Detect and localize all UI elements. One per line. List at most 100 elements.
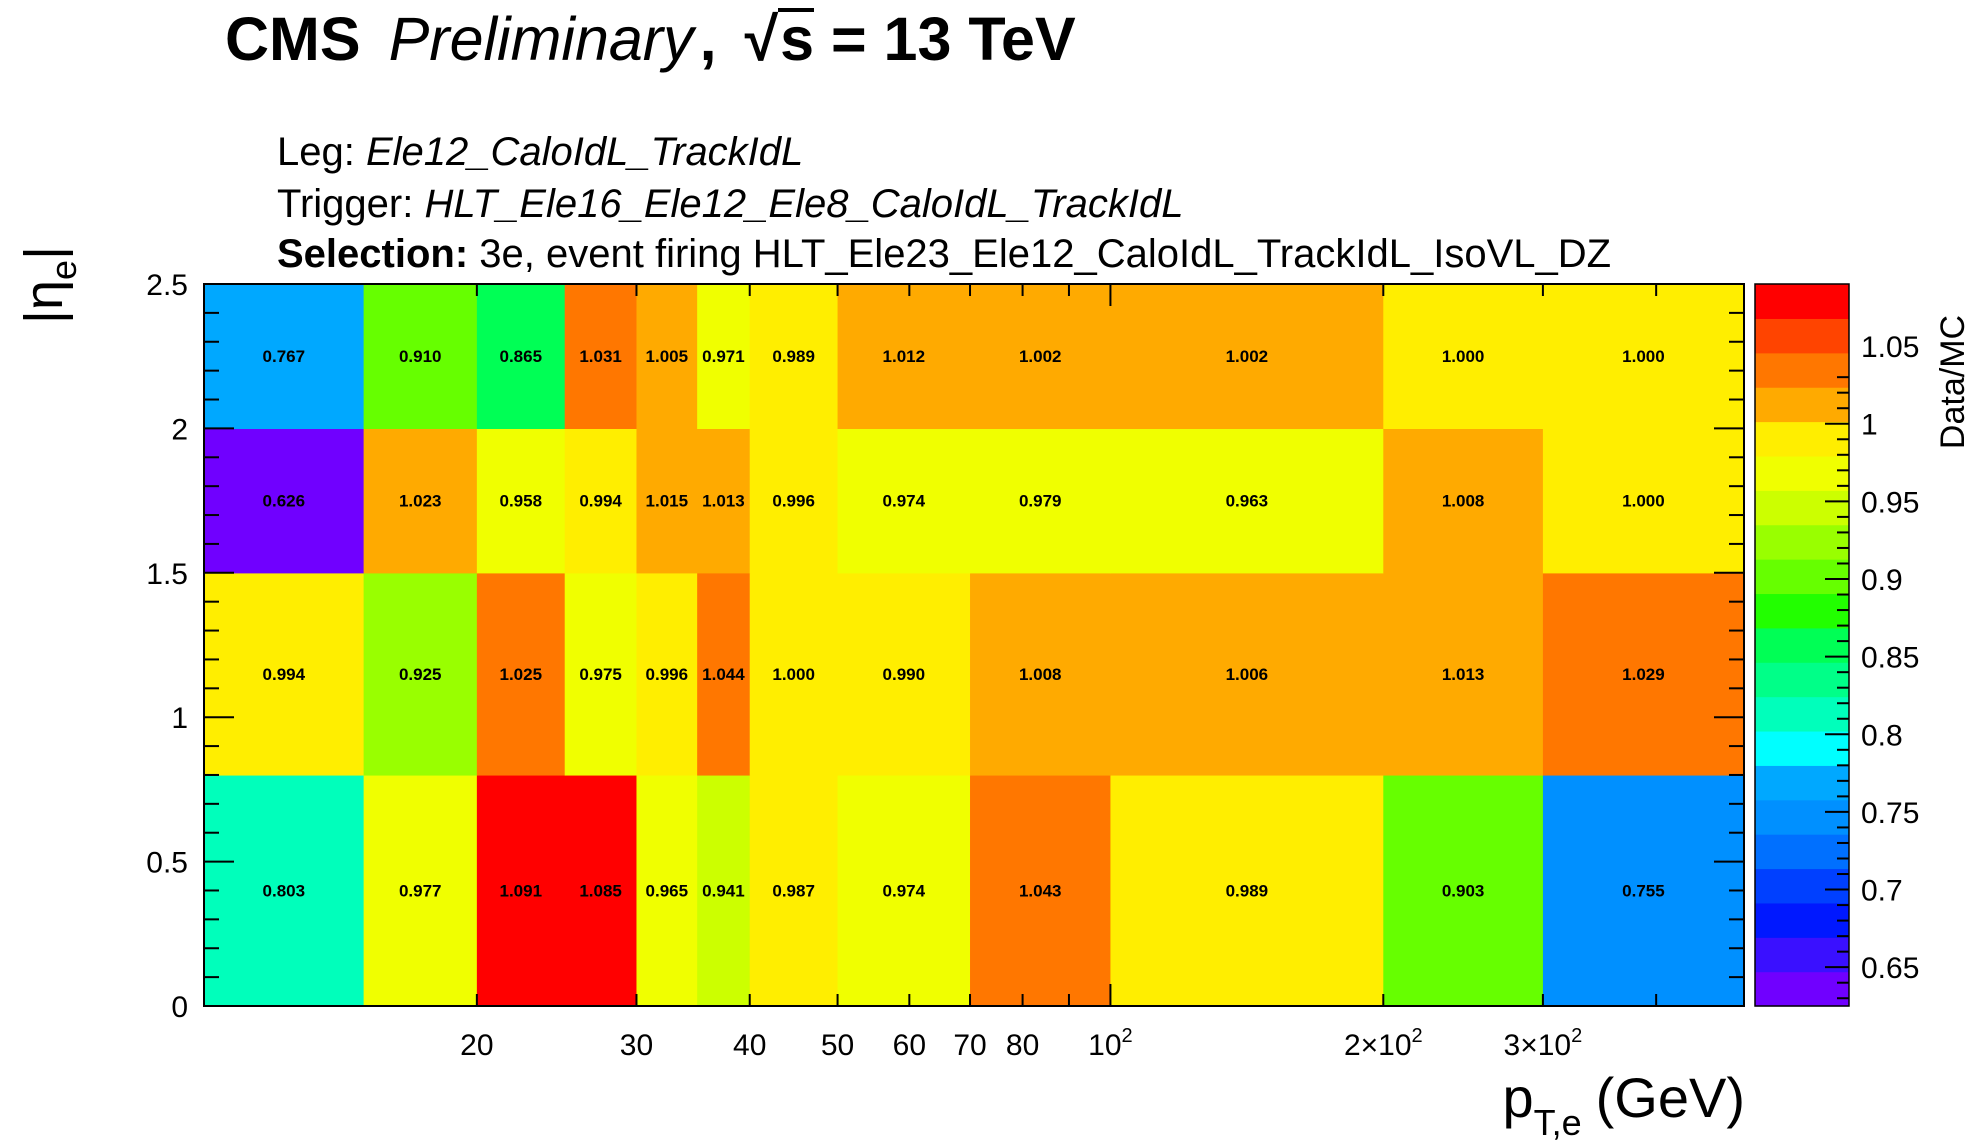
color-scale-segment — [1755, 524, 1849, 560]
y-axis-title-close: | — [14, 246, 74, 260]
heatmap-cell — [970, 284, 1112, 429]
heatmap-cell — [837, 428, 971, 574]
cell-value-label: 1.013 — [702, 492, 745, 511]
color-scale-tick-label: 0.85 — [1861, 642, 1919, 675]
trigger-label: Trigger: — [277, 182, 414, 226]
x-axis-tick-label: 3×102 — [1504, 1025, 1583, 1062]
x-axis-tick-label: 2×102 — [1344, 1025, 1423, 1062]
heatmap-cell — [363, 774, 478, 1007]
cell-value-labels: 0.803 0.977 1.091 1.085 0.965 0.941 0.987 0.974… — [263, 347, 1665, 900]
heatmap-cells — [204, 284, 1745, 1007]
heatmap-cell — [564, 428, 638, 574]
color-scale-segment — [1755, 421, 1849, 457]
cell-value-label: 1.029 — [1622, 665, 1665, 684]
color-scale-segment — [1755, 902, 1849, 938]
header-comma: , — [699, 5, 717, 73]
selection-label: Selection: — [277, 232, 469, 276]
heatmap-cell — [837, 774, 971, 1007]
cell-value-label: 0.996 — [772, 492, 815, 511]
color-scale-segment — [1755, 318, 1849, 354]
energy-value: = 13 TeV — [830, 5, 1076, 73]
heatmap-cell — [1110, 284, 1384, 429]
heatmap-cell — [1542, 428, 1745, 574]
heatmap-cell — [1110, 774, 1384, 1007]
y-axis-tick-label: 2.5 — [146, 269, 188, 302]
heatmap-cell — [476, 774, 566, 1007]
color-scale-tick-label: 1 — [1861, 409, 1878, 442]
color-scale-border — [1754, 283, 1850, 1007]
x-axis-tick-label: 60 — [893, 1029, 926, 1062]
heatmap-cell — [837, 572, 971, 776]
heatmap-cell — [749, 572, 839, 776]
x-axis-tick-label: 50 — [821, 1029, 854, 1062]
heatmap-cell — [1383, 428, 1544, 574]
heatmap-cell — [564, 284, 638, 429]
cell-value-label: 1.008 — [1019, 665, 1062, 684]
cell-value-label: 0.903 — [1442, 881, 1485, 900]
heatmap-cell — [564, 572, 638, 776]
heatmap-cell — [636, 428, 698, 574]
heatmap-cell — [204, 428, 365, 574]
y-axis-tick-label: 1.5 — [146, 558, 188, 591]
y-axis: 0 0.5 1 1.5 2 2.5 — [146, 269, 1744, 1024]
cell-value-label: 1.012 — [883, 347, 926, 366]
sqrt-symbol: √s — [745, 4, 814, 74]
cell-value-label: 1.000 — [772, 665, 815, 684]
cell-value-label: 0.803 — [263, 881, 306, 900]
color-scale-segment — [1755, 730, 1849, 766]
heatmap-cell — [697, 284, 751, 429]
heatmap-cell — [1542, 774, 1745, 1007]
cell-value-label: 0.767 — [263, 347, 306, 366]
x-axis-title-main: p — [1502, 1066, 1533, 1129]
plot-border — [203, 283, 1745, 1007]
color-scale-segment — [1755, 387, 1849, 423]
cell-value-label: 1.006 — [1226, 665, 1269, 684]
cell-value-label: 0.974 — [883, 492, 926, 511]
color-scale-tick-label: 0.7 — [1861, 875, 1903, 908]
color-scale-segment — [1755, 352, 1849, 388]
selection-info: Selection: 3e, event firing HLT_Ele23_El… — [277, 230, 1611, 278]
cell-value-label: 1.005 — [646, 347, 689, 366]
y-axis-tick-label: 2 — [171, 413, 188, 446]
cell-value-label: 1.000 — [1622, 492, 1665, 511]
color-scale-tick-label: 0.8 — [1861, 719, 1903, 752]
cell-value-label: 0.975 — [579, 665, 622, 684]
heatmap-cell — [697, 428, 751, 574]
heatmap-cell — [476, 572, 566, 776]
leg-label: Leg: — [277, 130, 355, 174]
x-axis-tick-label: 80 — [1006, 1029, 1039, 1062]
cell-value-label: 0.941 — [702, 881, 745, 900]
heatmap-cell — [204, 774, 365, 1007]
color-scale-segment — [1755, 799, 1849, 835]
cell-value-label: 0.990 — [883, 665, 926, 684]
cell-value-label: 0.979 — [1019, 492, 1062, 511]
color-scale-segment — [1755, 765, 1849, 801]
heatmap-cell — [476, 284, 566, 429]
y-axis-title: |ηe| — [14, 246, 84, 324]
leg-value: Ele12_CaloIdL_TrackIdL — [365, 130, 804, 174]
heatmap-cell — [636, 284, 698, 429]
heatmap-cell — [697, 774, 751, 1007]
cell-value-label: 0.994 — [263, 665, 306, 684]
cell-value-label: 0.865 — [500, 347, 543, 366]
heatmap-cell — [749, 284, 839, 429]
cell-value-label: 0.755 — [1622, 881, 1665, 900]
cell-value-label: 0.910 — [399, 347, 442, 366]
heatmap-cell — [1383, 284, 1544, 429]
color-scale-segment — [1755, 971, 1849, 1007]
color-scale-tick-label: 0.75 — [1861, 797, 1919, 830]
cms-label: CMS — [225, 5, 361, 73]
x-axis-title-sub: T,e — [1534, 1102, 1582, 1143]
heatmap-cell — [636, 572, 698, 776]
x-axis-tick-label: 40 — [733, 1029, 766, 1062]
heatmap-cell — [970, 774, 1112, 1007]
heatmap-cell — [636, 774, 698, 1007]
y-axis-tick-label: 0.5 — [146, 847, 188, 880]
color-scale-segment — [1755, 284, 1849, 319]
cell-value-label: 0.996 — [646, 665, 689, 684]
trigger-info: Trigger: HLT_Ele16_Ele12_Ele8_CaloIdL_Tr… — [277, 180, 1183, 228]
x-axis-tick-label: 70 — [953, 1029, 986, 1062]
x-axis-title: pT,e (GeV) — [1502, 1066, 1745, 1143]
